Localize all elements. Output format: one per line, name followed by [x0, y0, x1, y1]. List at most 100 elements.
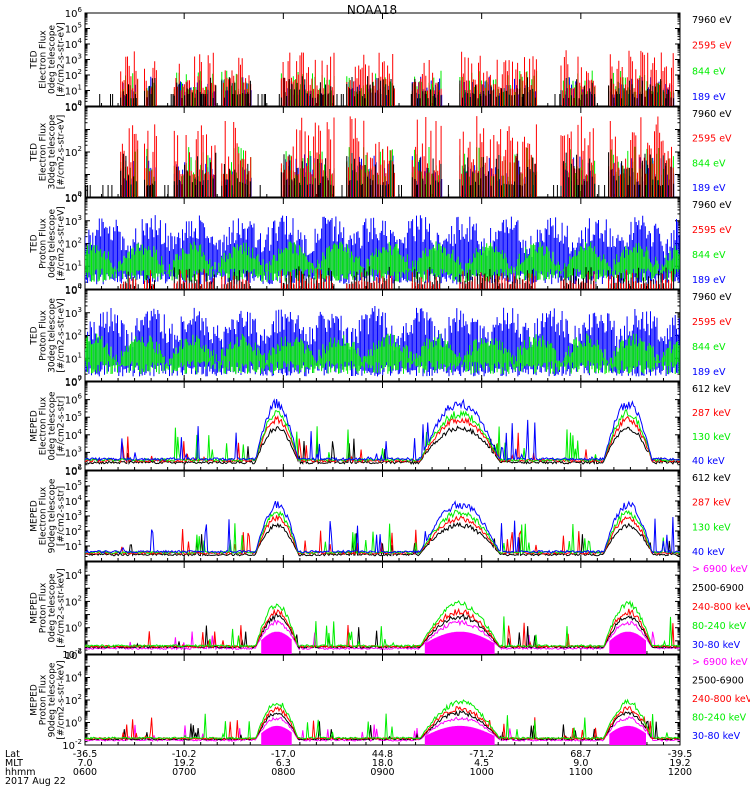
figure-title: NOAA18 — [347, 3, 397, 17]
x-row-label: 2017 Aug 22 — [5, 776, 66, 787]
y-axis-label: TEDProton Flux0deg telescope[#/cm2-s-str… — [30, 206, 67, 281]
legend-entry: 2500-6900 — [692, 583, 744, 594]
legend-entry: 2595 eV — [692, 134, 732, 145]
y-axis-label: MEPEDProton Flux90deg telescope[#/cm2-s-… — [30, 660, 67, 739]
y-tick-label: 102 — [65, 594, 82, 608]
panel-data — [85, 700, 680, 745]
legend-entry: 80-240 keV — [692, 621, 747, 632]
y-tick-label: 101 — [65, 539, 82, 553]
legend-entry: 612 keV — [692, 473, 731, 484]
y-tick-label: 102 — [65, 524, 82, 538]
legend-entry: 189 eV — [692, 183, 726, 194]
panel-data — [86, 116, 674, 197]
data-trace — [85, 700, 680, 739]
panel-data — [85, 399, 680, 464]
data-trace — [262, 632, 646, 654]
panel-data — [100, 50, 674, 106]
panel-data — [85, 215, 679, 289]
y-tick-label: 105 — [65, 22, 82, 36]
y-tick-label: 104 — [65, 283, 83, 297]
y-tick-label: 106 — [65, 464, 83, 478]
legend-entry: 7960 eV — [692, 292, 732, 303]
y-tick-label: 103 — [65, 306, 82, 320]
y-tick-label: 102 — [65, 693, 82, 707]
y-tick-label: 105 — [65, 479, 82, 493]
x-tick-hhmm: 0700 — [172, 767, 196, 778]
y-axis-label: TEDElectron Flux0deg telescope[#/cm2-s-s… — [30, 22, 67, 97]
data-trace — [85, 306, 679, 376]
data-trace — [85, 601, 680, 647]
legend-entry: 7960 eV — [692, 200, 732, 211]
legend-entry: 80-240 keV — [692, 713, 747, 724]
legend-entry: 189 eV — [692, 367, 726, 378]
y-axis-label: TEDElectron Flux30deg telescope[#/cm2-s-… — [30, 114, 67, 189]
y-axis-label: MEPEDElectron Flux90deg telescope[#/cm2-… — [30, 478, 67, 553]
legend-entry: 40 keV — [692, 547, 725, 558]
legend-entry: 612 keV — [692, 384, 731, 395]
y-tick-label: 103 — [65, 53, 82, 67]
y-tick-label: 106 — [65, 393, 83, 407]
panel-frame — [85, 655, 680, 745]
legend-entry: 240-800 keV — [692, 694, 750, 705]
y-tick-label: 104 — [65, 568, 83, 582]
legend-entry: 40 keV — [692, 456, 725, 467]
x-tick-hhmm: 1100 — [569, 767, 593, 778]
y-tick-label: 107 — [65, 375, 82, 389]
data-trace — [85, 334, 679, 375]
y-tick-label: 102 — [65, 329, 82, 343]
legend-entry: > 6900 keV — [692, 657, 748, 668]
y-tick-label: 102 — [65, 145, 82, 159]
y-tick-label: 101 — [65, 351, 82, 365]
legend-entry: 844 eV — [692, 250, 726, 261]
legend-entry: 844 eV — [692, 342, 726, 353]
panel-data — [85, 601, 680, 654]
data-trace — [85, 711, 680, 740]
x-tick-hhmm: 0800 — [271, 767, 295, 778]
y-tick-label: 103 — [65, 509, 82, 523]
y-tick-label: 106 — [65, 648, 83, 662]
panel-data — [85, 306, 679, 376]
y-tick-label: 104 — [65, 100, 83, 114]
y-tick-label: 104 — [65, 191, 83, 205]
y-tick-label: 101 — [65, 259, 82, 273]
y-tick-label: 104 — [65, 671, 83, 685]
y-tick-label: 102 — [65, 237, 82, 251]
legend-entry: 844 eV — [692, 66, 726, 77]
legend-entry: 7960 eV — [692, 109, 732, 120]
legend-entry: 189 eV — [692, 92, 726, 103]
legend-entry: 2595 eV — [692, 41, 732, 52]
legend-entry: 130 keV — [692, 522, 731, 533]
y-tick-label: 106 — [65, 6, 83, 20]
legend-entry: 130 keV — [692, 432, 731, 443]
legend-entry: 30-80 keV — [692, 640, 741, 651]
legend-entry: 2595 eV — [692, 317, 732, 328]
x-tick-hhmm: 0600 — [73, 767, 97, 778]
y-tick-label: 104 — [65, 428, 83, 442]
y-tick-label: 102 — [65, 68, 82, 82]
y-tick-label: 103 — [65, 445, 82, 459]
y-tick-label: 104 — [65, 494, 83, 508]
legend-entry: 189 eV — [692, 275, 726, 286]
y-tick-label: 101 — [65, 84, 82, 98]
legend-entry: 30-80 keV — [692, 731, 741, 742]
legend-entry: 2500-6900 — [692, 676, 744, 687]
data-trace — [121, 116, 674, 197]
y-axis-label: MEPEDProton Flux0deg telescope[#/cm2-s-s… — [30, 568, 67, 647]
y-tick-label: 105 — [65, 410, 82, 424]
x-tick-hhmm: 1200 — [668, 767, 692, 778]
legend-entry: 287 keV — [692, 408, 731, 419]
legend-entry: > 6900 keV — [692, 564, 748, 575]
data-trace — [121, 154, 674, 197]
data-trace — [85, 707, 680, 740]
legend-entry: 7960 eV — [692, 15, 732, 26]
y-tick-label: 103 — [65, 214, 82, 228]
